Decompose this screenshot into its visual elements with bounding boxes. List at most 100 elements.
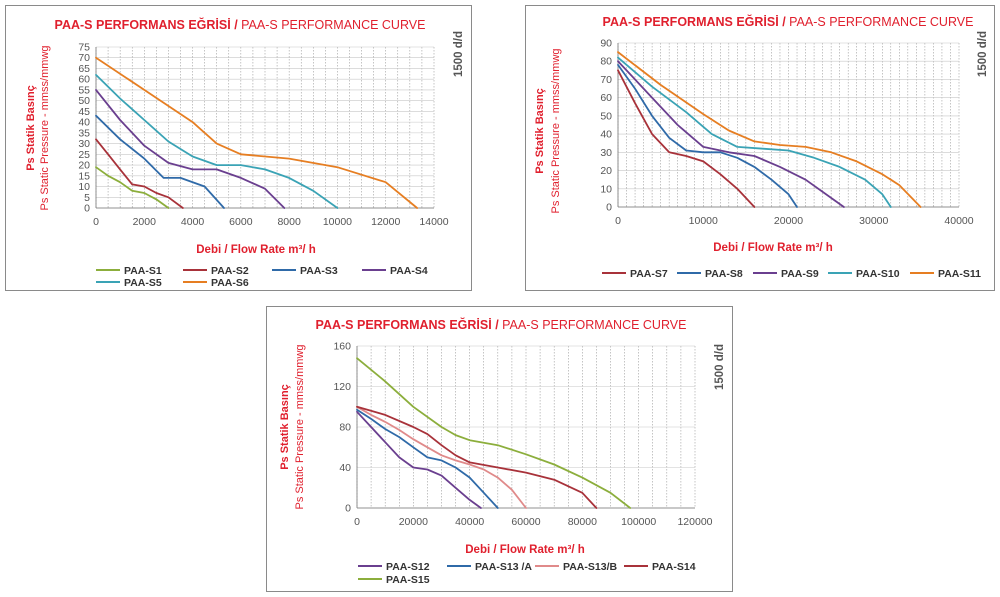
y-tick-label: 25 (78, 149, 90, 161)
x-tick-label: 8000 (277, 216, 301, 228)
legend-label: PAA-S3 (300, 265, 338, 277)
series-line-paa-s13-b (356, 405, 527, 509)
legend-label: PAA-S14 (652, 561, 696, 573)
y-axis-label-en: Ps Static Pressure - mmss/mmwg (550, 48, 562, 213)
chart-title-light: PAA-S PERFORMANCE CURVE (502, 318, 686, 332)
legend-label: PAA-S13/B (563, 561, 617, 573)
y-tick-label: 40 (78, 117, 90, 129)
legend-label: PAA-S2 (211, 265, 249, 277)
legend-label: PAA-S9 (781, 268, 819, 280)
y-axis-label-tr: Ps Statik Basınç (534, 88, 546, 174)
chart-1: PAA-S PERFORMANS EĞRİSİ / PAA-S PERFORMA… (25, 17, 465, 289)
x-tick-label: 0 (615, 215, 621, 227)
legend-label: PAA-S11 (938, 268, 981, 280)
chart-title: PAA-S PERFORMANS EĞRİSİ / PAA-S PERFORMA… (55, 17, 426, 32)
y-tick-label: 40 (339, 462, 351, 474)
y-tick-label: 70 (78, 52, 90, 64)
series-line-paa-s15 (356, 357, 632, 509)
y-tick-label: 30 (78, 138, 90, 150)
grid (617, 42, 960, 208)
x-axis-label: Debi / Flow Rate m³/ h (196, 244, 315, 256)
series-line-paa-s8 (617, 64, 798, 208)
y-tick-label: 0 (345, 503, 351, 515)
rpm-label: 1500 d/d (714, 344, 726, 390)
x-tick-label: 12000 (371, 216, 400, 228)
y-tick-label: 80 (600, 56, 612, 68)
legend-label: PAA-S13 /A (475, 561, 532, 573)
y-axis-label-tr: Ps Statik Basınç (279, 384, 291, 470)
y-tick-label: 70 (600, 74, 612, 86)
y-axis-label-en: Ps Static Pressure - mmss/mmwg (294, 344, 306, 509)
chart-title-bold: PAA-S PERFORMANS EĞRİSİ / (603, 14, 790, 29)
y-tick-label: 160 (333, 341, 351, 353)
y-tick-label: 45 (78, 106, 90, 118)
series-line-paa-s10 (617, 56, 892, 208)
y-tick-label: 75 (78, 42, 90, 54)
x-tick-label: 40000 (455, 516, 484, 528)
x-tick-label: 10000 (689, 215, 718, 227)
rpm-label: 1500 d/d (977, 31, 989, 77)
series-line-paa-s5 (95, 74, 339, 209)
chart-panel-1: PAA-S PERFORMANS EĞRİSİ / PAA-S PERFORMA… (5, 5, 472, 291)
x-tick-label: 4000 (181, 216, 205, 228)
chart-panel-2: PAA-S PERFORMANS EĞRİSİ / PAA-S PERFORMA… (525, 5, 995, 291)
y-tick-label: 120 (333, 381, 351, 393)
x-tick-label: 100000 (621, 516, 656, 528)
y-tick-label: 55 (78, 84, 90, 96)
series-line-paa-s3 (95, 114, 225, 209)
x-tick-label: 14000 (419, 216, 448, 228)
x-tick-label: 120000 (677, 516, 712, 528)
x-tick-label: 40000 (944, 215, 973, 227)
y-tick-label: 60 (78, 74, 90, 86)
legend-label: PAA-S5 (124, 277, 162, 289)
chart-title-light: PAA-S PERFORMANCE CURVE (241, 18, 425, 32)
y-tick-label: 65 (78, 63, 90, 75)
y-axis-label-tr: Ps Statik Basınç (25, 85, 37, 171)
y-tick-label: 60 (600, 92, 612, 104)
grid (95, 46, 435, 209)
x-tick-label: 20000 (399, 516, 428, 528)
y-tick-label: 0 (84, 203, 90, 215)
series-line-paa-s11 (617, 51, 922, 208)
rpm-label: 1500 d/d (453, 31, 465, 77)
chart-title: PAA-S PERFORMANS EĞRİSİ / PAA-S PERFORMA… (603, 14, 974, 29)
legend-label: PAA-S4 (390, 265, 428, 277)
grid (356, 345, 696, 509)
series-line-paa-s12 (356, 410, 482, 509)
y-tick-label: 15 (78, 170, 90, 182)
legend-label: PAA-S10 (856, 268, 900, 280)
y-tick-label: 35 (78, 127, 90, 139)
x-tick-label: 20000 (774, 215, 803, 227)
series-line-paa-s4 (95, 89, 286, 209)
chart-panel-3: PAA-S PERFORMANS EĞRİSİ / PAA-S PERFORMA… (266, 306, 733, 592)
chart-title-light: PAA-S PERFORMANCE CURVE (789, 15, 973, 29)
series-line-paa-s7 (617, 69, 756, 208)
y-tick-label: 5 (84, 192, 90, 204)
series-line-paa-s6 (95, 56, 419, 209)
legend-label: PAA-S7 (630, 268, 668, 280)
legend-label: PAA-S12 (386, 561, 430, 573)
series-line-paa-s1 (95, 166, 170, 209)
series-line-paa-s2 (95, 138, 184, 209)
y-tick-label: 20 (78, 160, 90, 172)
x-tick-label: 0 (93, 216, 99, 228)
x-tick-label: 6000 (229, 216, 253, 228)
y-tick-label: 80 (339, 422, 351, 434)
y-tick-label: 50 (78, 95, 90, 107)
x-tick-label: 60000 (511, 516, 540, 528)
legend-label: PAA-S6 (211, 277, 249, 289)
y-tick-label: 30 (600, 147, 612, 159)
y-tick-label: 0 (606, 202, 612, 214)
y-axis-label-en: Ps Static Pressure - mmss/mmwg (39, 45, 51, 210)
y-tick-label: 90 (600, 38, 612, 50)
series-line-paa-s9 (617, 60, 845, 208)
x-axis-label: Debi / Flow Rate m³/ h (465, 544, 584, 556)
x-tick-label: 80000 (568, 516, 597, 528)
chart-2: PAA-S PERFORMANS EĞRİSİ / PAA-S PERFORMA… (534, 14, 989, 280)
chart-title-bold: PAA-S PERFORMANS EĞRİSİ / (55, 17, 242, 32)
x-tick-label: 30000 (859, 215, 888, 227)
x-tick-label: 2000 (133, 216, 157, 228)
legend-label: PAA-S8 (705, 268, 743, 280)
y-tick-label: 10 (78, 181, 90, 193)
x-tick-label: 0 (354, 516, 360, 528)
